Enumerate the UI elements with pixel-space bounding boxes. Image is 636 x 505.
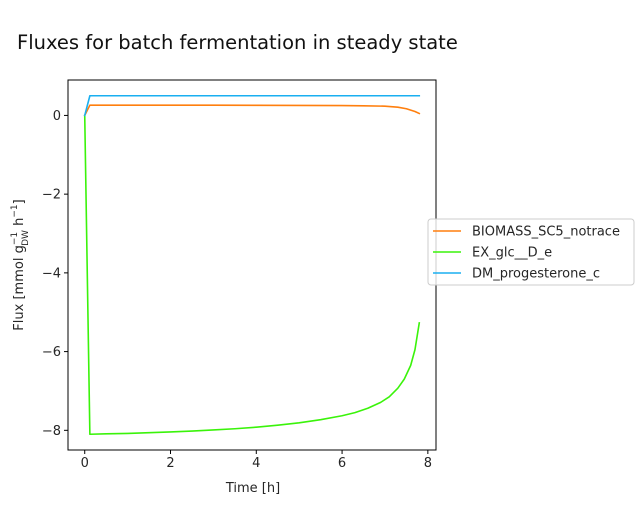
legend-entry-label: EX_glc__D_e [472,246,552,261]
chart-title: Fluxes for batch fermentation in steady … [17,31,458,54]
x-tick-label: 2 [166,456,174,471]
x-tick-label: 0 [81,456,89,471]
x-tick-label: 8 [424,456,432,471]
series-line-dm-progesterone-c [83,94,421,117]
y-tick-label: −8 [42,424,61,439]
y-tick-label: −2 [42,188,61,203]
series-line-biomass-sc5-notrace [83,104,421,117]
plot-area [67,79,437,451]
legend-box [427,218,635,286]
y-axis-label-sup-g: −1 [10,232,20,245]
y-axis-label-post: ] [12,199,27,204]
x-tick-label: 6 [338,456,346,471]
legend-entry-label: BIOMASS_SC5_notrace [472,225,620,240]
y-axis: 0 −2 −4 −6 −8 [42,109,68,439]
legend-entry-label: DM_progesterone_c [472,267,600,282]
y-axis-label-sup-h: −1 [10,204,20,217]
plot-frame [67,79,437,451]
x-axis-label: Time [h] [225,481,280,496]
y-axis-label-pre: Flux [mmol g [12,245,27,331]
series-line-ex-glc-d-e [83,114,421,436]
x-axis: 0 2 4 6 8 [81,450,432,471]
legend: BIOMASS_SC5_notrace EX_glc__D_e DM_progest… [427,218,635,286]
y-tick-label: −4 [42,266,61,281]
y-axis-label-sub: DW [21,230,31,246]
x-tick-label: 4 [252,456,260,471]
y-tick-label: 0 [53,109,61,124]
y-tick-label: −6 [42,345,61,360]
y-axis-label-h: h [12,218,27,230]
y-axis-label: Flux [mmol g−1DW h−1] [10,199,31,330]
